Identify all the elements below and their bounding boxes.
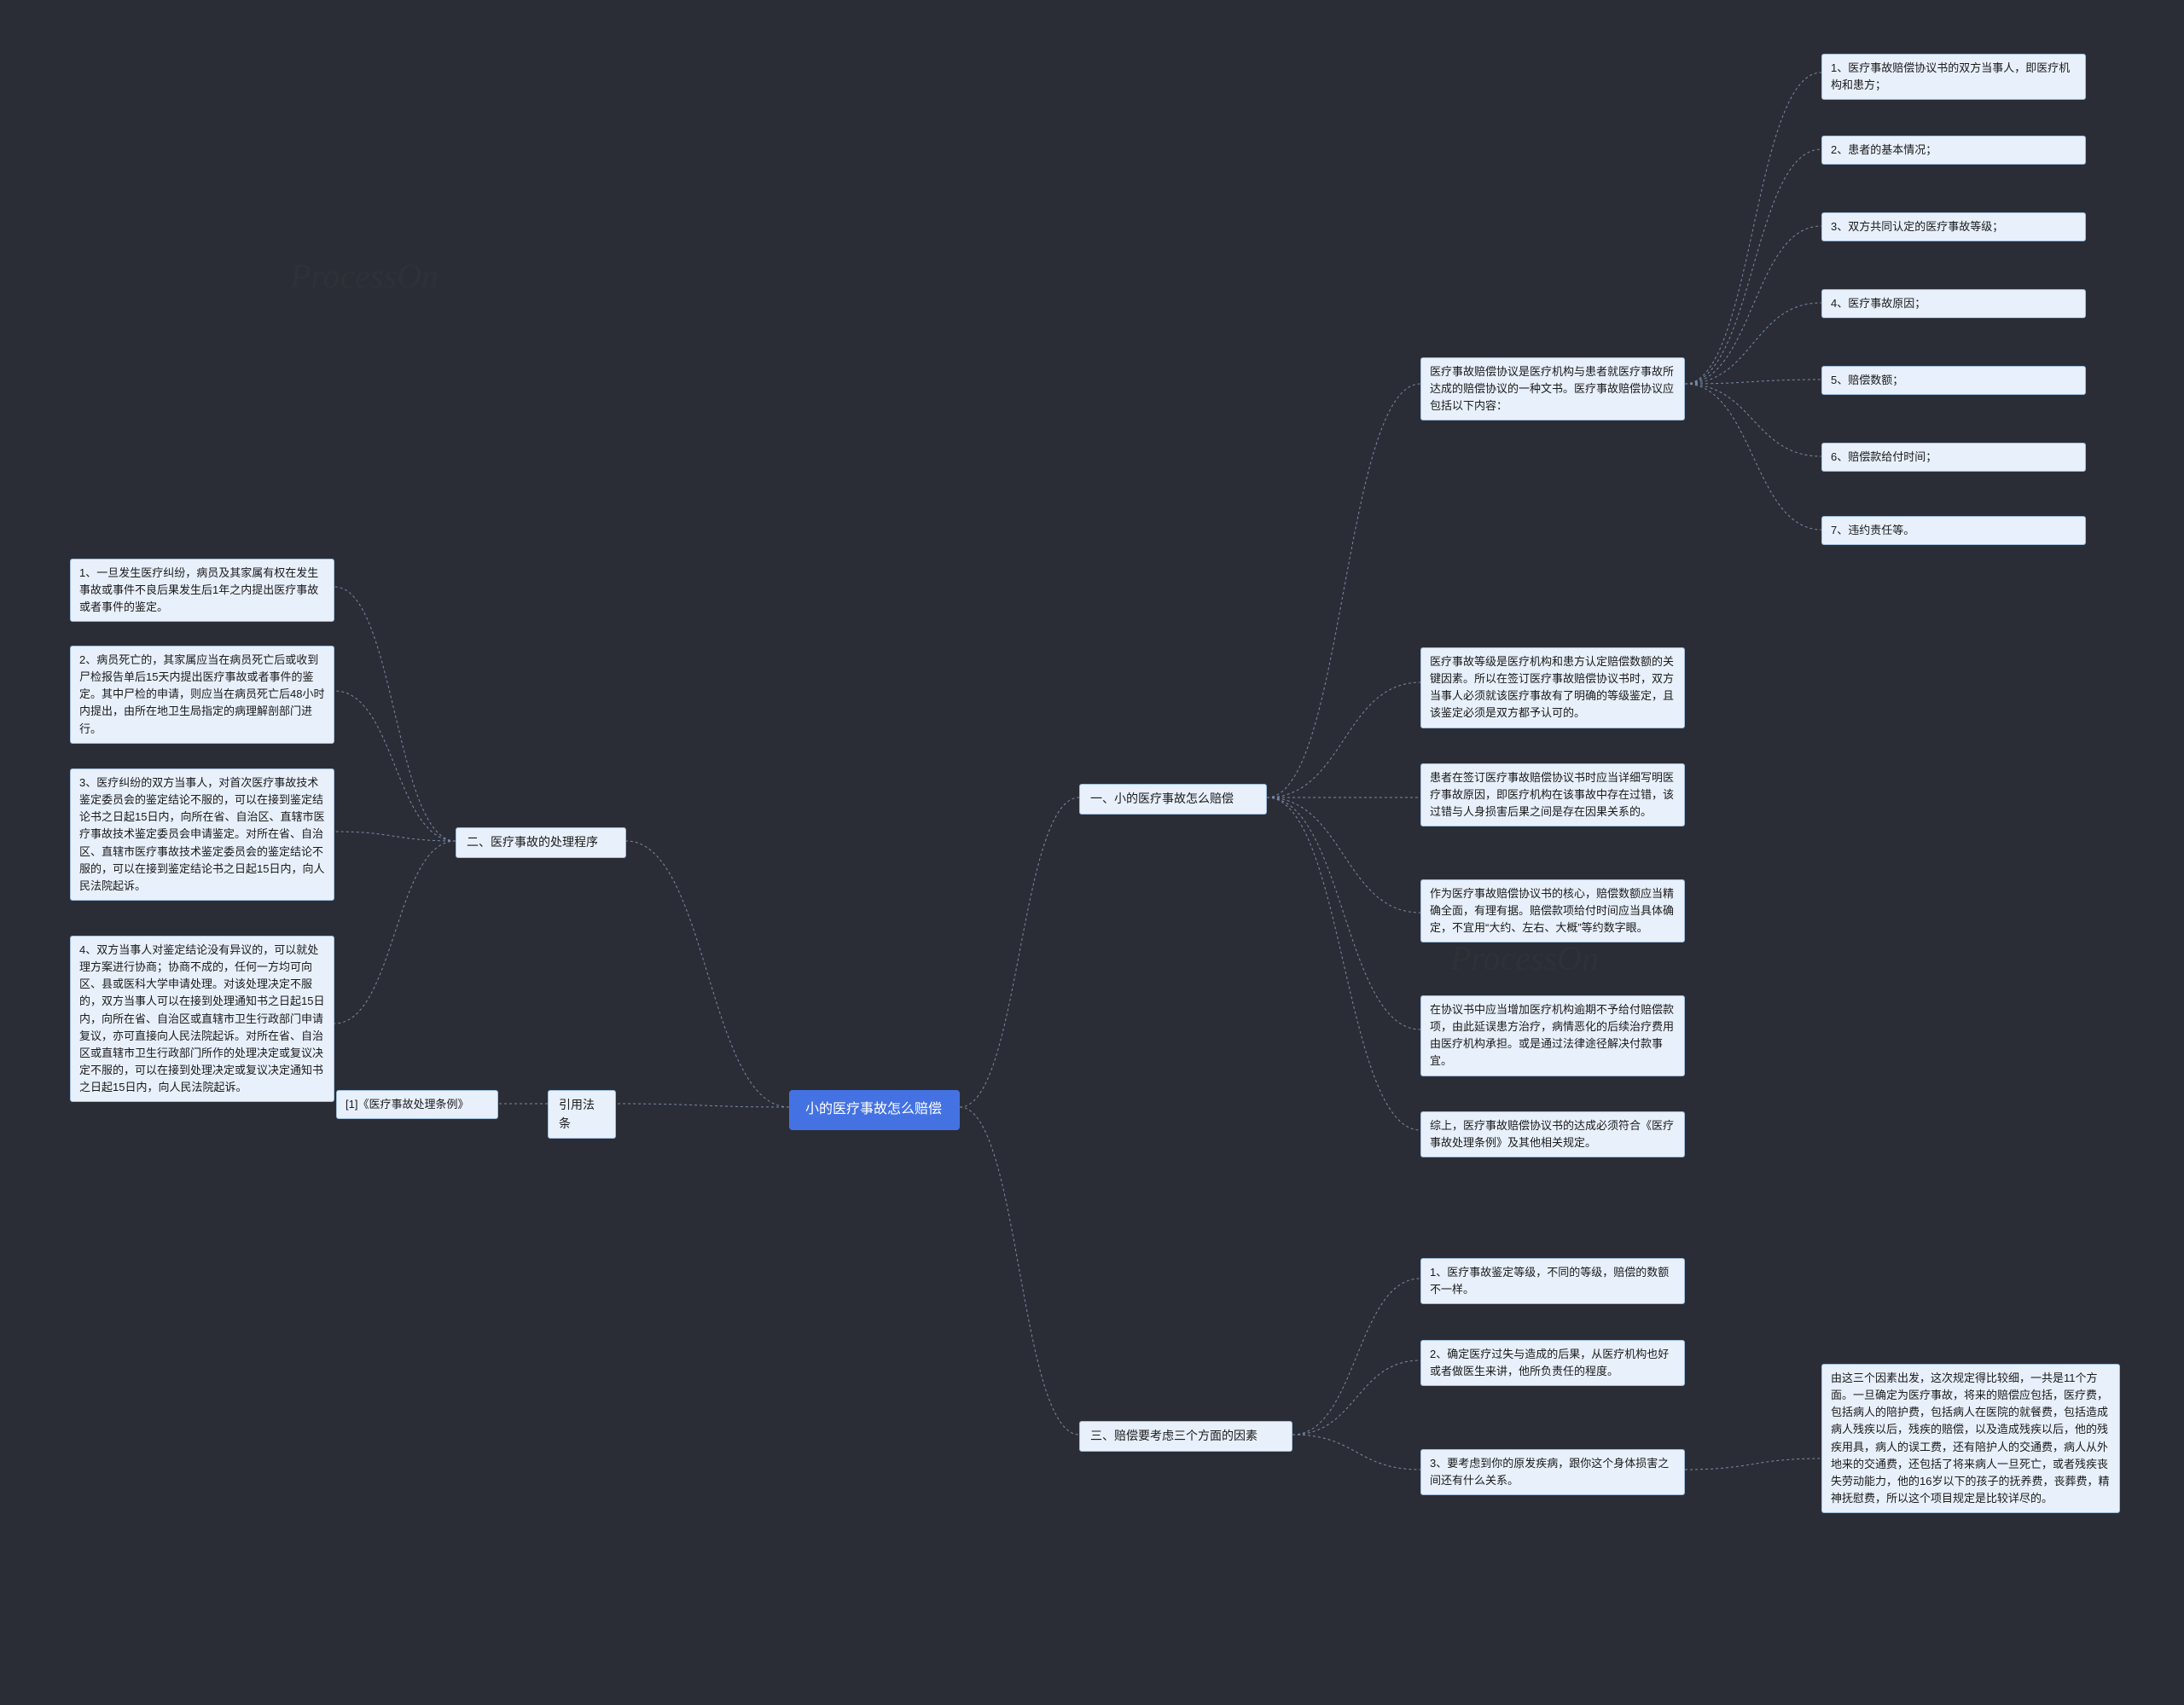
leaf-node[interactable]: 综上，医疗事故赔偿协议书的达成必须符合《医疗事故处理条例》及其他相关规定。 — [1420, 1111, 1685, 1157]
leaf-node[interactable]: 医疗事故等级是医疗机构和患方认定赔偿数额的关键因素。所以在签订医疗事故赔偿协议书… — [1420, 647, 1685, 728]
leaf-node[interactable]: 在协议书中应当增加医疗机构逾期不予给付赔偿款项，由此延误患方治疗，病情恶化的后续… — [1420, 995, 1685, 1076]
leaf-node[interactable]: 4、医疗事故原因； — [1821, 289, 2086, 318]
leaf-node[interactable]: 3、要考虑到你的原发疾病，跟你这个身体损害之间还有什么关系。 — [1420, 1449, 1685, 1495]
leaf-node[interactable]: 1、医疗事故鉴定等级，不同的等级，赔偿的数额不一样。 — [1420, 1258, 1685, 1304]
leaf-node[interactable]: 由这三个因素出发，这次规定得比较细，一共是11个方面。一旦确定为医疗事故，将来的… — [1821, 1364, 2120, 1513]
branch-reference[interactable]: 引用法条 — [548, 1090, 616, 1139]
branch-compensation[interactable]: 一、小的医疗事故怎么赔偿 — [1079, 784, 1267, 815]
branch-procedure[interactable]: 二、医疗事故的处理程序 — [456, 827, 626, 858]
leaf-node[interactable]: 2、患者的基本情况； — [1821, 136, 2086, 165]
leaf-node[interactable]: 2、病员死亡的，其家属应当在病员死亡后或收到尸检报告单后15天内提出医疗事故或者… — [70, 646, 334, 744]
leaf-node[interactable]: 6、赔偿款给付时间； — [1821, 443, 2086, 472]
leaf-node[interactable]: 3、医疗纠纷的双方当事人，对首次医疗事故技术鉴定委员会的鉴定结论不服的，可以在接… — [70, 768, 334, 901]
branch-factors[interactable]: 三、赔偿要考虑三个方面的因素 — [1079, 1421, 1292, 1452]
leaf-node[interactable]: 作为医疗事故赔偿协议书的核心，赔偿数额应当精确全面，有理有据。赔偿款项给付时间应… — [1420, 879, 1685, 942]
root-node[interactable]: 小的医疗事故怎么赔偿 — [789, 1090, 960, 1130]
leaf-node[interactable]: [1]《医疗事故处理条例》 — [336, 1090, 498, 1119]
leaf-node[interactable]: 7、违约责任等。 — [1821, 516, 2086, 545]
leaf-node[interactable]: 1、一旦发生医疗纠纷，病员及其家属有权在发生事故或事件不良后果发生后1年之内提出… — [70, 559, 334, 622]
watermark: ProcessOn — [1450, 938, 1599, 978]
leaf-node[interactable]: 4、双方当事人对鉴定结论没有异议的，可以就处理方案进行协商；协商不成的，任何一方… — [70, 936, 334, 1102]
watermark: ProcessOn — [290, 256, 439, 296]
leaf-node[interactable]: 2、确定医疗过失与造成的后果，从医疗机构也好或者做医生来讲，他所负责任的程度。 — [1420, 1340, 1685, 1386]
leaf-node[interactable]: 1、医疗事故赔偿协议书的双方当事人，即医疗机构和患方； — [1821, 54, 2086, 100]
leaf-node[interactable]: 3、双方共同认定的医疗事故等级； — [1821, 212, 2086, 241]
leaf-node[interactable]: 5、赔偿数额； — [1821, 366, 2086, 395]
leaf-node[interactable]: 患者在签订医疗事故赔偿协议书时应当详细写明医疗事故原因，即医疗机构在该事故中存在… — [1420, 763, 1685, 826]
leaf-node[interactable]: 医疗事故赔偿协议是医疗机构与患者就医疗事故所达成的赔偿协议的一种文书。医疗事故赔… — [1420, 357, 1685, 420]
